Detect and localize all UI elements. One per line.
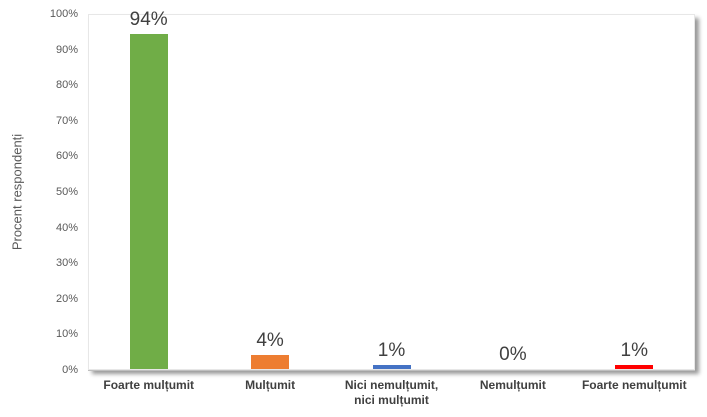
y-tick-label: 70% — [55, 114, 78, 127]
category-label: Nici nemulțumit, nici mulțumit — [344, 378, 439, 407]
y-tick-label: 10% — [55, 328, 78, 341]
category-label: Nemulțumit — [479, 378, 546, 392]
bar-1 — [129, 34, 168, 369]
bar-5 — [615, 365, 654, 369]
y-tick-label: 80% — [55, 79, 78, 92]
y-tick-label: 60% — [55, 150, 78, 163]
category-label: Foarte mulțumit — [103, 378, 195, 392]
y-tick-label: 0% — [62, 364, 78, 376]
x-axis-labels: Foarte mulțumit Mulțumit Nici nemulțumit, … — [88, 378, 695, 417]
y-tick-label: 20% — [55, 292, 78, 305]
bar-2 — [251, 354, 290, 369]
y-tick-label: 100% — [49, 8, 78, 20]
x-axis-line — [88, 370, 695, 371]
y-tick-label: 40% — [55, 221, 78, 234]
y-tick-label: 30% — [55, 257, 78, 270]
category-label: Mulțumit — [245, 378, 296, 392]
plot-area — [88, 14, 695, 370]
y-tick-label: 50% — [55, 186, 78, 198]
bar-3 — [372, 365, 411, 369]
y-axis: 0% 10% 20% 30% 40% 50% 60% 70% 80% 90% 100% — [0, 0, 78, 417]
y-tick-label: 90% — [55, 43, 78, 56]
category-label: Foarte nemulțumit — [581, 378, 687, 392]
